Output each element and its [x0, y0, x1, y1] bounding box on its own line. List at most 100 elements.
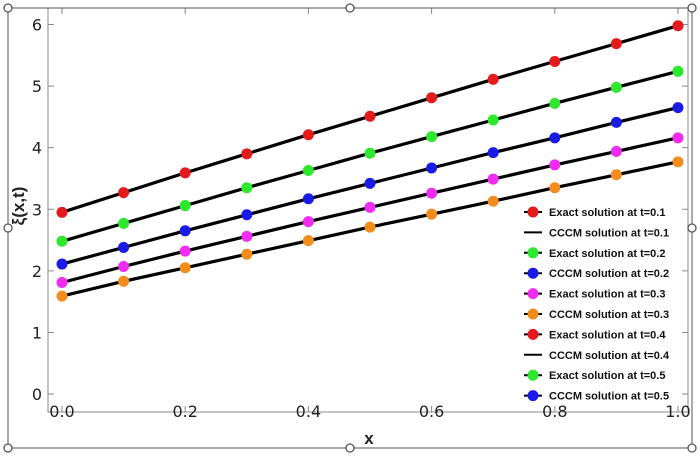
x-tick-label: 0.2 [172, 402, 197, 421]
legend-marker-swatch [527, 328, 539, 340]
resize-handle[interactable] [3, 3, 13, 13]
data-point-t0_5 [672, 156, 684, 168]
data-point-t0_2 [241, 182, 253, 194]
data-point-t0_1 [179, 167, 191, 179]
data-point-t0_5 [610, 169, 622, 181]
resize-handle[interactable] [345, 3, 355, 13]
data-point-t0_3 [179, 225, 191, 237]
data-point-t0_2 [118, 217, 130, 229]
data-point-t0_2 [426, 131, 438, 143]
legend-entry: Exact solution at t=0.4 [524, 328, 666, 341]
legend-label: CCCM solution at t=0.5 [549, 391, 669, 403]
data-point-t0_4 [610, 145, 622, 157]
resize-handle[interactable] [3, 443, 13, 453]
data-point-t0_1 [302, 129, 314, 141]
y-tick-label: 5 [32, 77, 42, 96]
data-point-t0_4 [364, 201, 376, 213]
legend-label: CCCM solution at t=0.4 [549, 350, 670, 362]
data-point-t0_4 [179, 245, 191, 257]
data-point-t0_4 [549, 159, 561, 171]
resize-handle[interactable] [3, 223, 13, 233]
legend-label: CCCM solution at t=0.3 [549, 309, 669, 321]
data-point-t0_4 [487, 173, 499, 185]
legend-label: Exact solution at t=0.4 [549, 329, 666, 341]
x-tick-label: 1.0 [665, 402, 690, 421]
legend-marker-swatch [527, 267, 539, 279]
resize-handle[interactable] [687, 443, 697, 453]
data-point-t0_5 [179, 262, 191, 274]
data-point-t0_1 [241, 148, 253, 160]
data-point-t0_1 [610, 38, 622, 50]
resize-handle[interactable] [687, 3, 697, 13]
data-point-t0_2 [56, 235, 68, 247]
data-point-t0_4 [426, 187, 438, 199]
data-point-t0_5 [302, 235, 314, 247]
axis-ticks: 0.0 0.2 0.4 0.6 0.8 1.0 0 1 2 3 4 5 6 [32, 8, 691, 421]
legend: Exact solution at t=0.1 CCCM solution at … [524, 206, 670, 403]
x-tick-label: 0.0 [49, 402, 74, 421]
series-markers [56, 20, 684, 302]
data-point-t0_5 [241, 248, 253, 260]
data-point-t0_3 [549, 132, 561, 144]
legend-entry: Exact solution at t=0.3 [524, 288, 665, 301]
legend-marker-swatch [527, 390, 539, 402]
data-point-t0_3 [610, 116, 622, 128]
data-point-t0_5 [549, 182, 561, 194]
data-point-t0_4 [56, 277, 68, 289]
data-point-t0_4 [302, 216, 314, 228]
resize-handle[interactable] [345, 443, 355, 453]
data-point-t0_1 [56, 206, 68, 218]
x-axis-title: x [364, 429, 374, 448]
data-point-t0_2 [610, 81, 622, 93]
selection-handles[interactable] [3, 3, 697, 453]
data-point-t0_1 [672, 20, 684, 32]
legend-entry: CCCM solution at t=0.4 [524, 350, 670, 362]
data-point-t0_2 [302, 164, 314, 176]
legend-entry: CCCM solution at t=0.5 [524, 390, 669, 403]
legend-label: Exact solution at t=0.3 [549, 289, 665, 301]
legend-marker-swatch [527, 308, 539, 320]
resize-handle[interactable] [687, 223, 697, 233]
y-tick-label: 2 [32, 262, 42, 281]
data-point-t0_3 [118, 241, 130, 253]
legend-entry: Exact solution at t=0.5 [524, 369, 665, 382]
y-tick-label: 6 [32, 16, 42, 35]
data-point-t0_2 [672, 65, 684, 77]
legend-entry: CCCM solution at t=0.2 [524, 267, 669, 280]
legend-marker-swatch [527, 206, 539, 218]
x-tick-label: 0.4 [296, 402, 321, 421]
data-point-t0_2 [487, 114, 499, 126]
legend-label: Exact solution at t=0.5 [549, 370, 665, 382]
legend-label: CCCM solution at t=0.2 [549, 268, 669, 280]
y-tick-label: 4 [32, 139, 42, 158]
data-point-t0_1 [426, 92, 438, 104]
legend-label: Exact solution at t=0.1 [549, 207, 665, 219]
data-point-t0_5 [118, 275, 130, 287]
legend-entry: Exact solution at t=0.2 [524, 247, 665, 260]
legend-marker-swatch [527, 247, 539, 259]
data-point-t0_1 [118, 187, 130, 199]
data-point-t0_3 [56, 258, 68, 270]
legend-entry: Exact solution at t=0.1 [524, 206, 665, 219]
x-tick-label: 0.8 [542, 402, 567, 421]
y-tick-label: 3 [32, 200, 42, 219]
x-tick-label: 0.6 [419, 402, 444, 421]
data-point-t0_3 [487, 147, 499, 159]
data-point-t0_4 [672, 132, 684, 144]
data-point-t0_5 [364, 221, 376, 233]
data-point-t0_3 [302, 193, 314, 205]
data-point-t0_4 [241, 230, 253, 242]
data-point-t0_1 [487, 73, 499, 85]
legend-label: Exact solution at t=0.2 [549, 248, 665, 260]
data-point-t0_3 [364, 177, 376, 189]
y-tick-label: 1 [32, 323, 42, 342]
data-point-t0_2 [549, 97, 561, 109]
data-point-t0_5 [56, 290, 68, 302]
y-tick-label: 0 [32, 385, 42, 404]
data-point-t0_5 [426, 208, 438, 220]
data-point-t0_2 [179, 200, 191, 212]
data-point-t0_3 [241, 209, 253, 221]
y-axis-title: ξ(x,t) [9, 187, 28, 226]
